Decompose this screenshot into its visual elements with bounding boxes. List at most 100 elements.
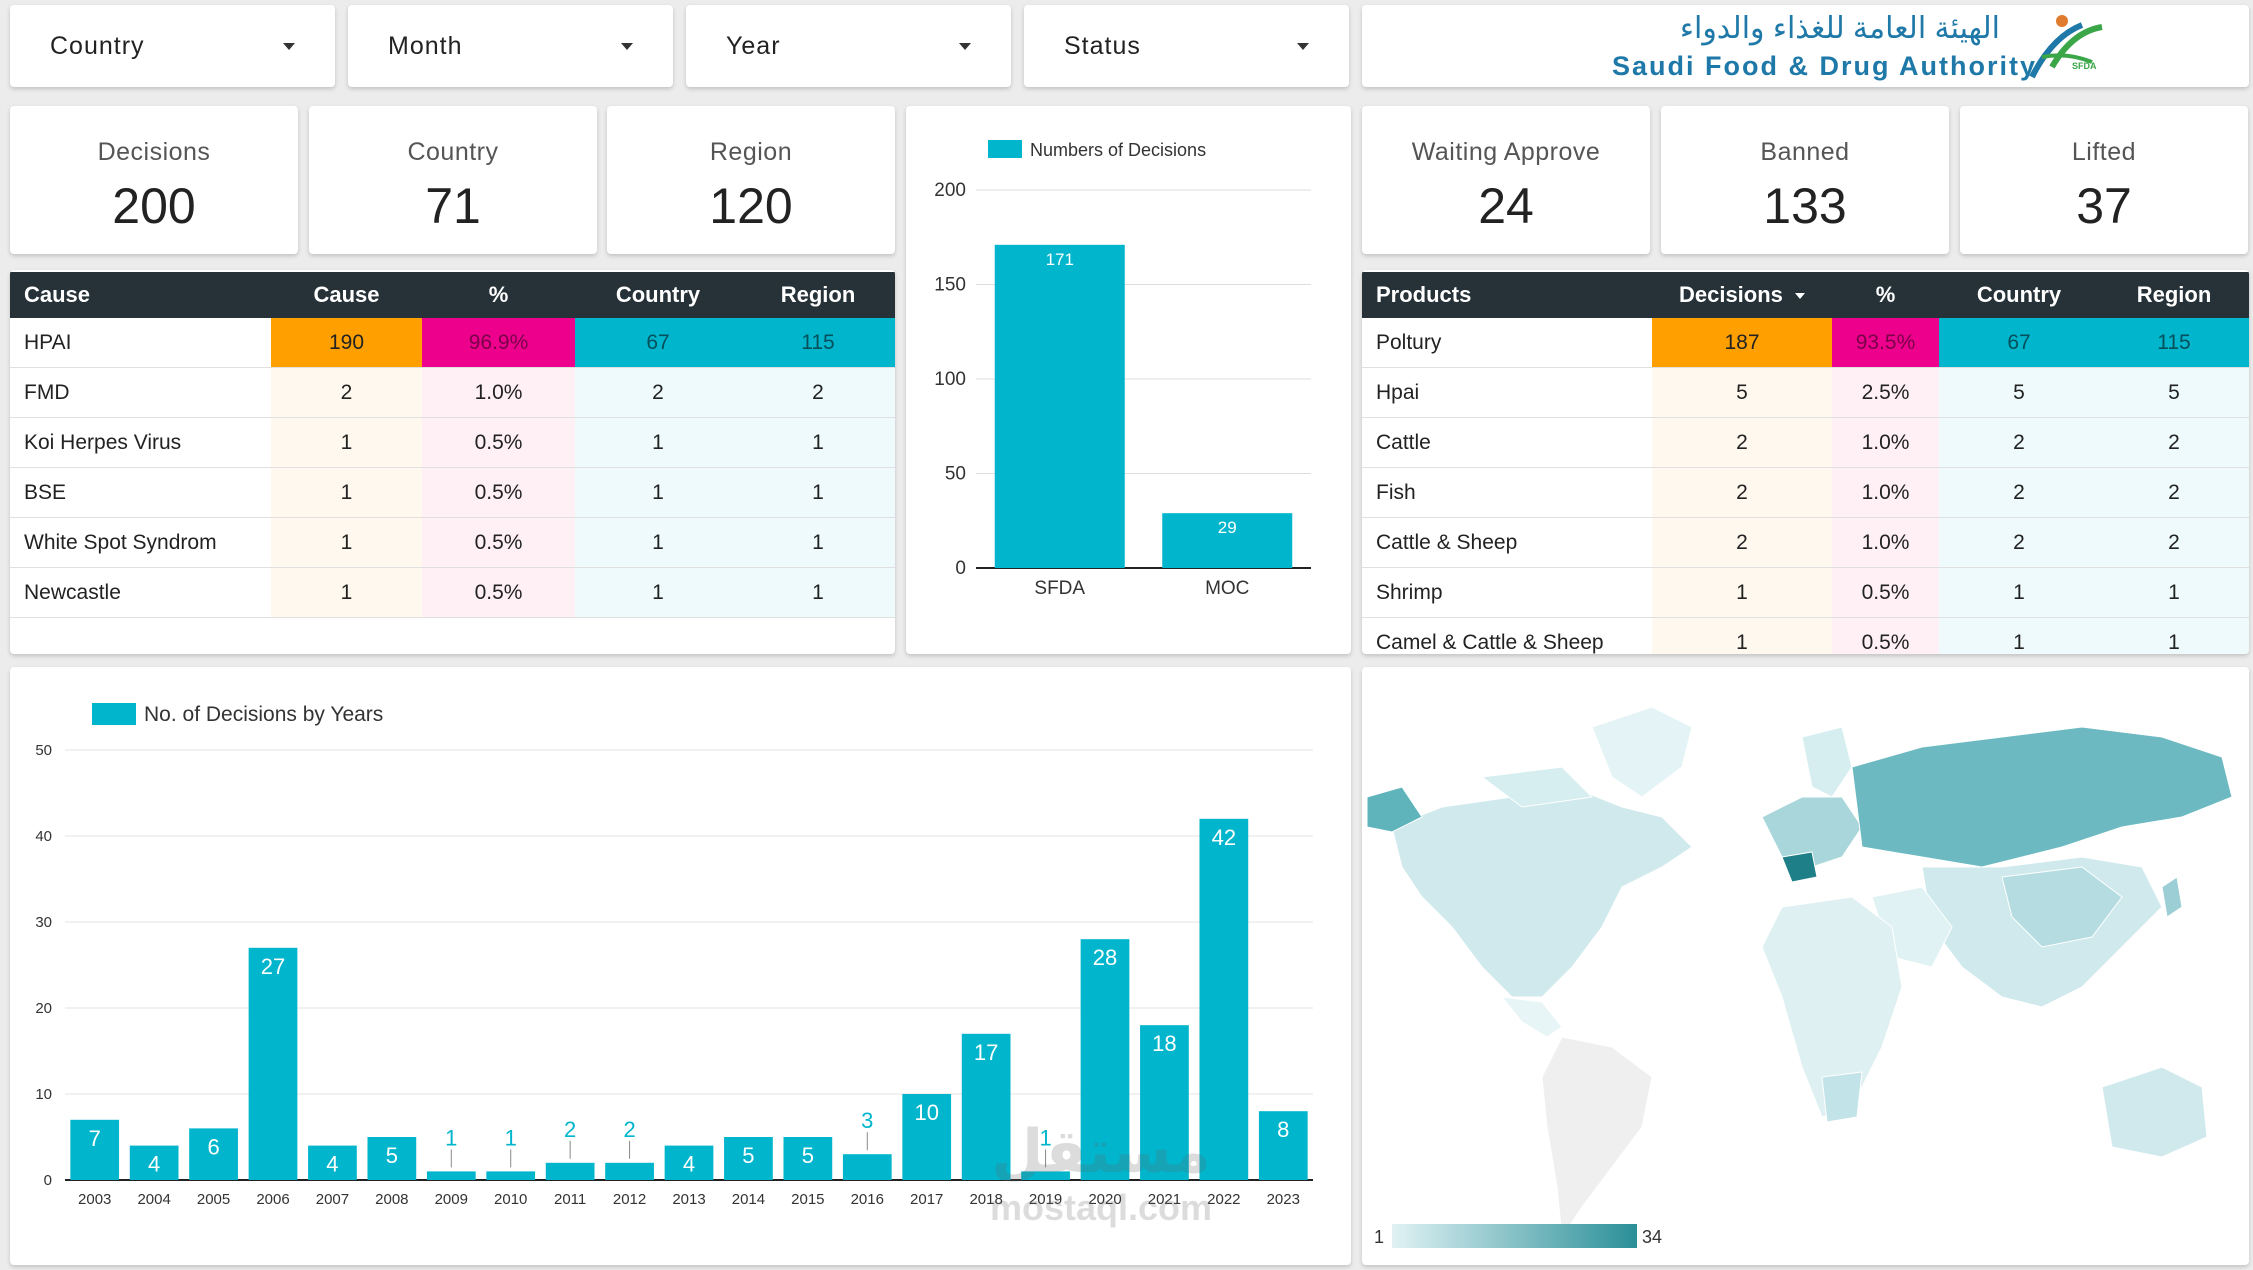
data-label: 7	[89, 1126, 101, 1151]
kpi-label: Decisions	[97, 138, 211, 166]
value-cell: 2	[575, 367, 741, 418]
status-filter[interactable]: Status	[1024, 5, 1349, 87]
map-south-africa[interactable]	[1821, 1071, 1863, 1123]
bar[interactable]	[248, 947, 298, 1180]
y-tick-label: 200	[934, 180, 966, 201]
column-header[interactable]: Region	[741, 272, 895, 318]
cause-table-row[interactable]: Koi Herpes Virus 1 0.5% 1 1	[10, 417, 895, 468]
column-header[interactable]: Region	[2099, 272, 2249, 318]
value-cell: 1	[741, 417, 895, 468]
map-france[interactable]	[1781, 851, 1818, 883]
bar[interactable]	[724, 1137, 773, 1180]
value-cell: 2	[1652, 467, 1832, 518]
bar[interactable]	[308, 1145, 357, 1180]
logo-english-text: Saudi Food & Drug Authority	[1612, 51, 2037, 81]
map-canada-east[interactable]	[1480, 766, 1594, 808]
value-cell: 0.5%	[422, 417, 575, 468]
map-russia[interactable]	[1851, 726, 2233, 868]
bar[interactable]	[1080, 939, 1130, 1180]
bar[interactable]	[1140, 1025, 1189, 1180]
sort-desc-icon	[1795, 293, 1806, 300]
column-header[interactable]: Country	[1939, 272, 2099, 318]
column-header[interactable]: Country	[575, 272, 741, 318]
cause-table-row[interactable]: FMD 2 1.0% 2 2	[10, 367, 895, 418]
bar[interactable]	[486, 1171, 536, 1180]
map-alaska[interactable]	[1366, 786, 1423, 833]
x-tick-label: 2006	[256, 1191, 289, 1208]
map-south-america[interactable]	[1541, 1036, 1653, 1239]
logo-mark-icon: SFDA	[2029, 15, 2103, 79]
watermark: مستقل mostaql.com	[990, 1117, 1212, 1229]
row-label-cell: FMD	[10, 367, 271, 418]
row-label-cell: Hpai	[1362, 367, 1652, 418]
column-header[interactable]: Cause	[271, 272, 422, 318]
x-tick-label: 2012	[613, 1191, 646, 1208]
value-cell: 1.0%	[1832, 467, 1939, 518]
column-header[interactable]: Cause	[10, 272, 271, 318]
bar[interactable]	[1162, 513, 1293, 568]
world-map[interactable]: 1 34	[1362, 667, 2249, 1265]
value-cell: 1	[2099, 617, 2249, 654]
data-label: 4	[683, 1152, 695, 1177]
map-scandinavia[interactable]	[1801, 726, 1853, 798]
products-table-row[interactable]: Shrimp 1 0.5% 1 1	[1362, 567, 2249, 618]
country-filter[interactable]: Country	[10, 5, 335, 87]
column-header[interactable]: Products	[1362, 272, 1652, 318]
value-cell: 1	[1652, 567, 1832, 618]
products-table-row[interactable]: Camel & Cattle & Sheep 1 0.5% 1 1	[1362, 617, 2249, 654]
map-japan[interactable]	[2161, 876, 2183, 918]
bar[interactable]	[1021, 1171, 1070, 1180]
products-table-row[interactable]: Cattle 2 1.0% 2 2	[1362, 417, 2249, 468]
products-table-row[interactable]: Hpai 5 2.5% 5 5	[1362, 367, 2249, 418]
value-cell: 190	[271, 318, 422, 368]
bar[interactable]	[994, 244, 1125, 568]
cause-table-row[interactable]: White Spot Syndrom 1 0.5% 1 1	[10, 517, 895, 568]
bar[interactable]	[545, 1162, 595, 1180]
data-label: 8	[1277, 1117, 1289, 1142]
x-tick-label: 2016	[851, 1191, 884, 1208]
bar[interactable]	[1199, 818, 1249, 1180]
row-label-cell: Camel & Cattle & Sheep	[1362, 617, 1652, 654]
column-header[interactable]: %	[422, 272, 575, 318]
map-north-america[interactable]	[1391, 786, 1693, 998]
bar[interactable]	[70, 1119, 120, 1180]
bar[interactable]	[189, 1128, 238, 1180]
status-filter-label: Status	[1064, 31, 1141, 60]
decisions-by-years-chart: No. of Decisions by Years 0 10 20 30 40 50 7 200…	[10, 667, 1351, 1265]
bar[interactable]	[902, 1094, 952, 1180]
cause-table-row[interactable]: Newcastle 1 0.5% 1 1	[10, 567, 895, 618]
x-tick-label: 2022	[1207, 1191, 1240, 1208]
data-label: 10	[914, 1100, 938, 1125]
watermark-arabic: مستقل	[991, 1118, 1211, 1185]
bar[interactable]	[129, 1145, 179, 1180]
bar[interactable]	[842, 1154, 892, 1180]
year-filter[interactable]: Year	[686, 5, 1011, 87]
products-table-row[interactable]: Poltury 187 93.5% 67 115	[1362, 318, 2249, 368]
value-cell: 2	[271, 367, 422, 418]
x-tick-label: 2021	[1148, 1191, 1181, 1208]
products-table-row[interactable]: Cattle & Sheep 2 1.0% 2 2	[1362, 517, 2249, 568]
map-greenland[interactable]	[1591, 706, 1693, 798]
bar[interactable]	[664, 1145, 714, 1180]
cause-table-row[interactable]: HPAI 190 96.9% 67 115	[10, 318, 895, 368]
data-label: 3	[861, 1108, 873, 1133]
bar[interactable]	[426, 1171, 476, 1180]
bar[interactable]	[961, 1033, 1011, 1180]
bar[interactable]	[605, 1162, 654, 1180]
column-header[interactable]: %	[1832, 272, 1939, 318]
map-china[interactable]	[2001, 866, 2123, 948]
map-central-america[interactable]	[1500, 996, 1563, 1038]
chevron-down-icon	[621, 42, 633, 50]
x-tick-label: 2003	[78, 1191, 111, 1208]
bar[interactable]	[367, 1137, 417, 1180]
month-filter[interactable]: Month	[348, 5, 673, 87]
column-header[interactable]: Decisions	[1652, 272, 1832, 318]
row-label-cell: Fish	[1362, 467, 1652, 518]
data-label: 27	[261, 954, 285, 979]
bar[interactable]	[783, 1137, 833, 1180]
map-australia[interactable]	[2101, 1066, 2208, 1158]
value-cell: 1	[1939, 617, 2099, 654]
cause-table-row[interactable]: BSE 1 0.5% 1 1	[10, 467, 895, 518]
bar[interactable]	[1258, 1111, 1308, 1180]
products-table-row[interactable]: Fish 2 1.0% 2 2	[1362, 467, 2249, 518]
